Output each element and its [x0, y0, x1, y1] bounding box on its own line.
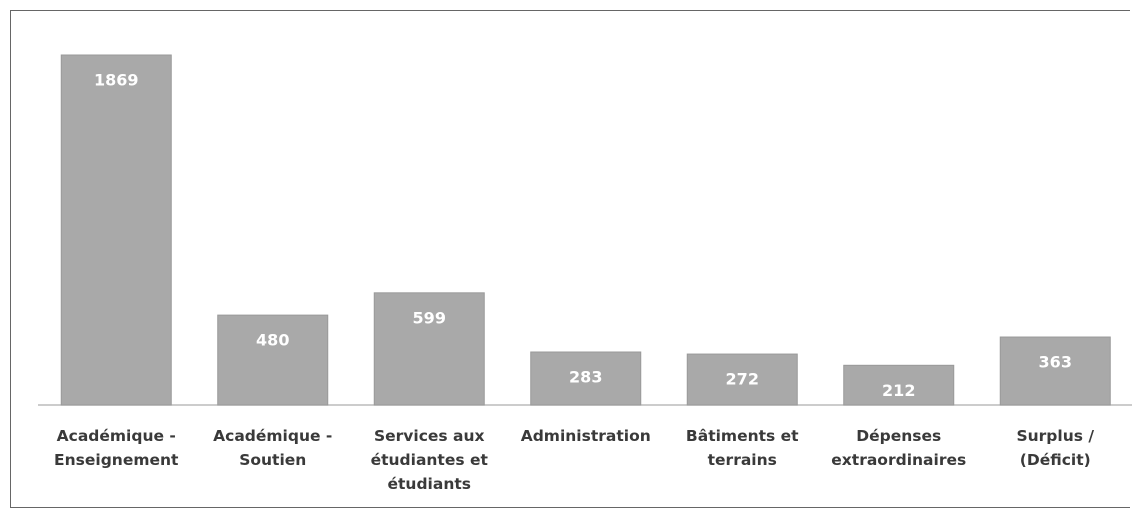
x-tick-label: Académique - Enseignement	[54, 427, 179, 469]
bar	[999, 336, 1111, 406]
x-tick-label: Dépenses extraordinaires	[831, 427, 967, 469]
bar	[843, 364, 955, 406]
data-label: 480	[256, 331, 289, 350]
data-label: 272	[726, 370, 759, 389]
x-tick-label: Services aux étudiantes et étudiants	[370, 427, 488, 493]
bar	[60, 54, 172, 406]
data-label: 212	[882, 381, 915, 400]
data-label: 599	[413, 308, 446, 327]
x-tick-label: Administration	[520, 427, 651, 445]
bar	[217, 314, 329, 406]
bar	[530, 351, 642, 406]
chart-frame	[10, 10, 1130, 508]
x-tick-label: Bâtiments et terrains	[685, 427, 799, 469]
data-label: 1869	[94, 71, 139, 90]
bar	[686, 353, 798, 406]
bar	[373, 292, 485, 406]
x-tick-label: Surplus / (Déficit)	[1016, 427, 1095, 469]
x-tick-label: Académique - Soutien	[213, 427, 333, 469]
data-label: 283	[569, 368, 602, 387]
data-label: 363	[1039, 353, 1072, 372]
